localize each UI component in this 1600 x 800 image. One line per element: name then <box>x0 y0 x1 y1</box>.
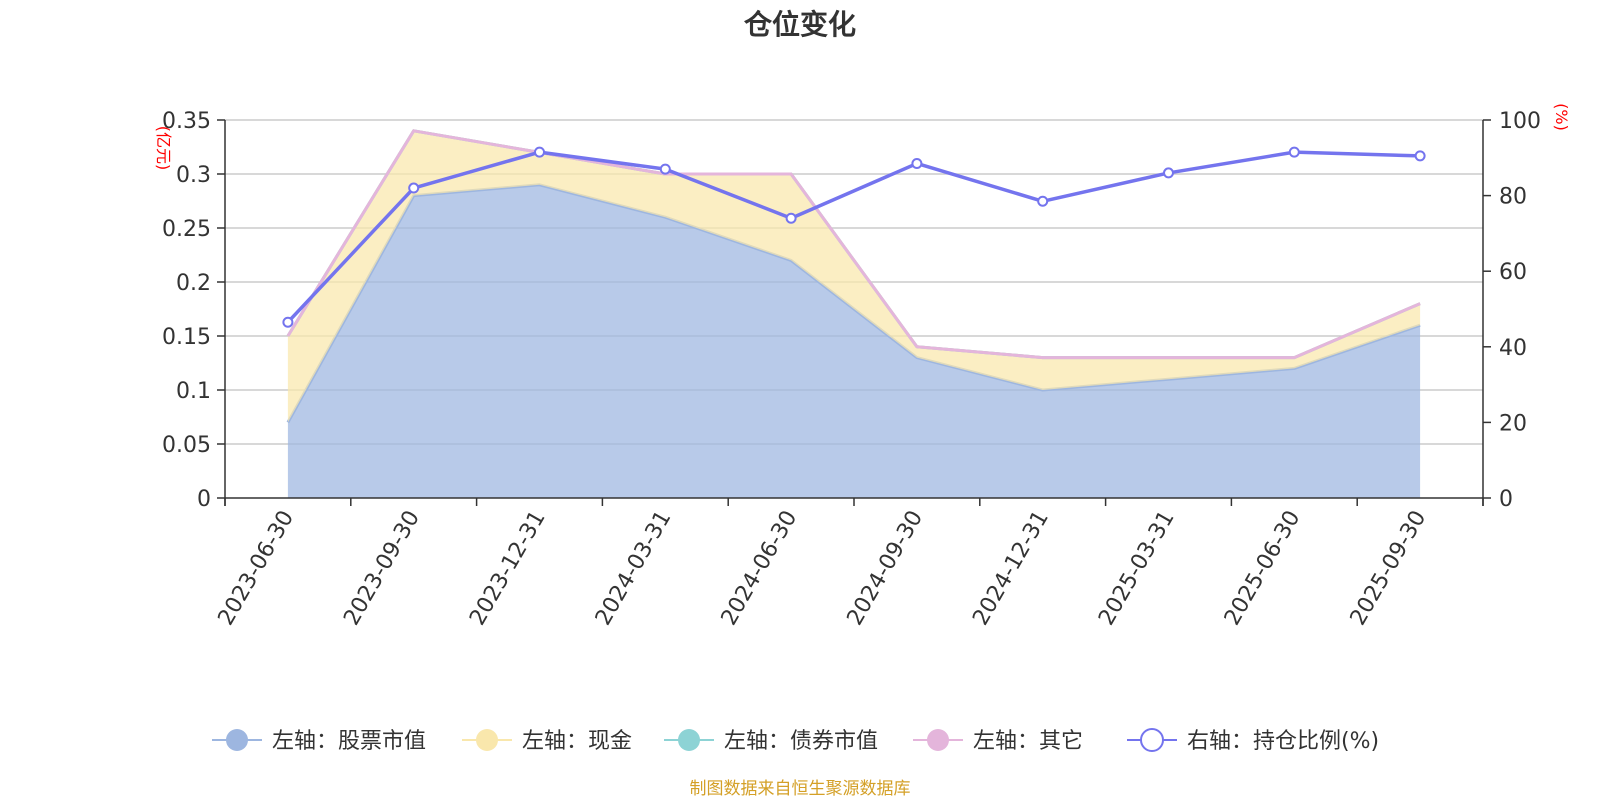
legend-item-3[interactable]: 左轴：其它 <box>913 729 1083 754</box>
legend-marker-icon <box>678 729 700 751</box>
ratio-point <box>1037 195 1049 207</box>
legend-marker-icon <box>226 729 248 751</box>
left-tick-label: 0.35 <box>162 109 211 134</box>
ratio-point <box>785 212 797 224</box>
right-tick-label: 100 <box>1499 109 1541 134</box>
ratio-point <box>1288 146 1300 158</box>
x-tick-label: 2024-03-31 <box>591 507 677 630</box>
chart-title: 仓位变化 <box>744 8 856 41</box>
area-fill-series-1 <box>287 130 1421 423</box>
x-tick-label: 2023-09-30 <box>339 507 425 630</box>
right-tick-label: 60 <box>1499 260 1527 285</box>
right-tick-label: 40 <box>1499 336 1527 361</box>
ratio-line <box>286 150 1421 324</box>
x-tick-label: 2025-03-31 <box>1094 507 1180 630</box>
left-tick-label: 0 <box>197 487 211 512</box>
legend-marker-icon <box>476 729 498 751</box>
legend-item-0[interactable]: 左轴：股票市值 <box>212 729 426 754</box>
area-line-series-3 <box>286 129 1421 360</box>
legend-item-1[interactable]: 左轴：现金 <box>462 729 632 754</box>
ratio-point <box>534 146 545 158</box>
legend-marker-icon <box>927 729 949 751</box>
right-tick-label: 20 <box>1499 411 1527 436</box>
ratio-point <box>282 316 294 328</box>
legend[interactable]: 左轴：股票市值 左轴：现金 左轴：债券市值 左轴：其它 右轴：持仓比例(%) <box>212 728 1379 754</box>
x-tick-label: 2024-12-31 <box>968 507 1054 630</box>
left-tick-label: 0.05 <box>162 433 211 458</box>
ratio-point <box>659 163 671 175</box>
left-tick-label: 0.15 <box>162 325 211 350</box>
x-tick-label: 2025-09-30 <box>1346 507 1432 630</box>
data-source-note: 制图数据来自恒生聚源数据库 <box>690 779 911 799</box>
legend-item-2[interactable]: 左轴：债券市值 <box>664 729 878 754</box>
legend-label: 左轴：其它 <box>973 729 1083 754</box>
legend-label: 左轴：现金 <box>522 729 632 754</box>
area-series <box>286 129 1421 499</box>
left-tick-label: 0.3 <box>176 163 211 188</box>
ratio-point <box>911 157 923 169</box>
left-tick-label: 0.25 <box>162 217 211 242</box>
area-fill-series-0 <box>287 184 1421 499</box>
ratio-point <box>1414 150 1426 162</box>
right-tick-label: 80 <box>1499 185 1527 210</box>
x-tick-label: 2024-06-30 <box>717 507 803 630</box>
right-axis-unit: (%) <box>1552 103 1571 131</box>
legend-item-4[interactable]: 右轴：持仓比例(%) <box>1127 728 1379 754</box>
legend-label: 左轴：股票市值 <box>272 729 426 754</box>
ratio-point <box>1163 167 1174 179</box>
x-tick-label: 2024-09-30 <box>843 507 929 630</box>
left-tick-label: 0.1 <box>176 379 211 404</box>
legend-marker-icon <box>1140 728 1164 752</box>
x-tick-label: 2023-12-31 <box>465 507 551 630</box>
left-axis-unit: (亿元) <box>154 126 173 171</box>
x-tick-label: 2023-06-30 <box>214 507 300 630</box>
ratio-point <box>408 182 420 194</box>
left-tick-label: 0.2 <box>176 271 211 296</box>
right-tick-label: 0 <box>1499 487 1513 512</box>
x-tick-label: 2025-06-30 <box>1220 507 1306 630</box>
legend-label: 左轴：债券市值 <box>724 729 878 754</box>
ratio-line-series <box>282 146 1426 328</box>
legend-label: 右轴：持仓比例(%) <box>1187 729 1379 754</box>
